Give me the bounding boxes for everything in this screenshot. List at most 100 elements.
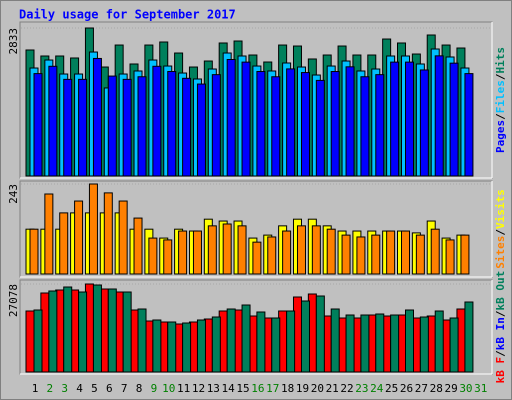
bar: [311, 225, 321, 275]
x-tick-label: 5: [91, 382, 98, 395]
bar: [375, 313, 385, 373]
bar: [449, 62, 459, 177]
bar: [315, 79, 325, 177]
x-tick-label: 23: [355, 382, 368, 395]
x-tick-label: 7: [121, 382, 128, 395]
bar: [419, 69, 429, 177]
bar: [271, 76, 281, 177]
bar: [345, 66, 355, 177]
bar: [33, 73, 43, 177]
x-tick-label: 14: [222, 382, 236, 395]
chart-title: Daily usage for September 2017: [19, 8, 236, 22]
x-tick-label: 4: [76, 382, 83, 395]
bar: [405, 61, 414, 177]
x-tick-label: 27: [415, 382, 428, 395]
bar: [300, 300, 310, 373]
x-tick-label: 24: [370, 382, 384, 395]
bar: [92, 284, 102, 373]
bar: [182, 322, 192, 373]
x-tick-label: 21: [326, 382, 339, 395]
x-tick-label: 1: [32, 382, 39, 395]
legend-entry: Sites: [494, 236, 507, 269]
x-tick-label: 13: [207, 382, 220, 395]
x-tick-label: 31: [474, 382, 487, 395]
bar: [74, 200, 84, 275]
bar: [464, 73, 474, 177]
bar: [371, 234, 381, 275]
x-tick-label: 18: [281, 382, 294, 395]
bar: [88, 183, 98, 275]
bar: [48, 290, 58, 373]
bar: [178, 230, 188, 275]
bar: [167, 71, 177, 177]
bar: [241, 61, 251, 177]
x-tick-label: 28: [430, 382, 443, 395]
bar: [196, 83, 206, 177]
x-tick-label: 20: [311, 382, 324, 395]
bar: [360, 314, 370, 373]
bar: [256, 71, 266, 177]
bar: [25, 310, 35, 373]
bar: [163, 239, 173, 275]
bar: [256, 311, 266, 373]
bar: [182, 77, 192, 177]
legend-entry: Hits: [494, 47, 507, 74]
bar: [92, 57, 102, 177]
bar: [252, 241, 262, 275]
bar: [196, 319, 206, 373]
bar: [107, 75, 117, 177]
bar: [330, 308, 340, 373]
legend-separator: /: [494, 73, 507, 80]
legend-entry: kB In: [494, 317, 507, 350]
bar: [207, 225, 217, 275]
bar: [434, 310, 444, 373]
bar: [63, 78, 73, 177]
bar: [63, 286, 73, 373]
bar: [345, 314, 355, 373]
bar: [107, 288, 117, 373]
bar: [167, 321, 177, 373]
bar: [330, 71, 340, 177]
bar: [148, 237, 158, 275]
bar: [326, 228, 336, 275]
legend-entry: Visits: [494, 189, 507, 229]
bar: [405, 309, 414, 373]
bar: [78, 78, 88, 177]
bar: [48, 65, 58, 177]
bar: [118, 200, 128, 275]
x-tick-label: 26: [400, 382, 413, 395]
x-tick-label: 16: [251, 382, 264, 395]
bar: [401, 230, 410, 275]
bar: [415, 234, 425, 275]
x-tick-label: 29: [444, 382, 457, 395]
bar: [152, 319, 162, 373]
bar: [390, 314, 400, 373]
bar: [386, 230, 396, 275]
bar: [192, 230, 202, 275]
x-tick-label: 12: [192, 382, 205, 395]
bar: [434, 55, 444, 177]
legend-separator: /: [494, 310, 507, 317]
bar: [341, 234, 351, 275]
bar: [464, 301, 474, 373]
bar: [241, 304, 251, 373]
bar: [460, 234, 470, 275]
bar: [237, 225, 247, 275]
bar: [29, 228, 39, 275]
bar: [133, 217, 143, 275]
y-tick-label: 2833: [7, 28, 20, 55]
legend-entry: Files: [494, 80, 507, 113]
bar: [375, 74, 385, 177]
bar: [419, 316, 429, 373]
x-tick-label: 15: [236, 382, 249, 395]
legend-entry: kB Out: [494, 271, 507, 311]
legend-entry: Pages: [494, 120, 507, 153]
bar: [137, 76, 147, 177]
bar: [282, 230, 292, 275]
bar: [226, 308, 236, 373]
legend-separator: /: [494, 229, 507, 236]
bar: [44, 193, 54, 275]
x-tick-label: 19: [296, 382, 309, 395]
bar: [137, 308, 147, 373]
